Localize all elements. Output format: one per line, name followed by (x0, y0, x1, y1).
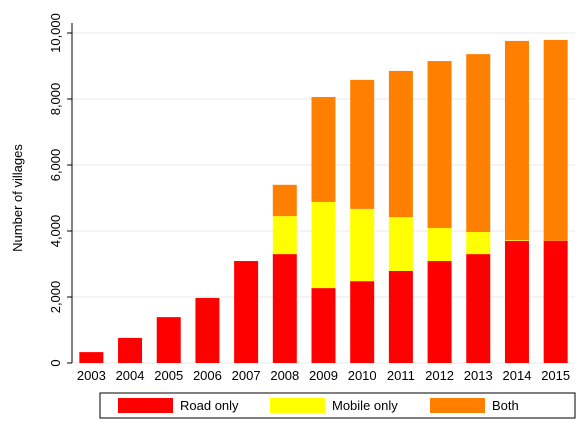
bar-segment (311, 201, 336, 289)
bar-segment (466, 231, 491, 255)
x-tick-label: 2005 (154, 368, 183, 383)
bar-segment (543, 39, 568, 241)
legend-swatch (430, 398, 485, 413)
x-tick-label: 2014 (503, 368, 532, 383)
bar-segment (350, 208, 375, 282)
x-tick-label: 2012 (425, 368, 454, 383)
bar-segment (234, 261, 259, 363)
x-tick-label: 2013 (464, 368, 493, 383)
y-tick-label: 2,000 (48, 281, 63, 314)
bar-segment (350, 281, 375, 363)
y-tick-label: 0 (48, 359, 63, 366)
legend-swatch (118, 398, 173, 413)
bar-segment (311, 97, 336, 202)
x-tick-label: 2010 (348, 368, 377, 383)
bar-segment (504, 240, 529, 241)
bar-segment (466, 254, 491, 363)
x-tick-label: 2004 (116, 368, 145, 383)
bar-segment (272, 216, 297, 255)
x-tick-label: 2008 (270, 368, 299, 383)
bar-segment (311, 288, 336, 363)
bar-segment (350, 79, 375, 209)
legend-label: Both (492, 398, 519, 413)
x-tick-label: 2006 (193, 368, 222, 383)
legend (99, 392, 576, 419)
bar-segment (388, 270, 413, 363)
bar-segment (504, 40, 529, 241)
bar-segment (195, 297, 220, 363)
x-tick-label: 2011 (387, 368, 415, 383)
bar-segment (272, 254, 297, 363)
bar-segment (388, 217, 413, 271)
bar-segment (543, 240, 568, 363)
bar-segment (272, 184, 297, 217)
bar-segment (156, 317, 181, 363)
legend-label: Road only (180, 398, 239, 413)
bar-segment (79, 352, 104, 363)
bar-segment (427, 261, 452, 363)
bar-segment (427, 61, 452, 229)
y-axis-label: Number of villages (10, 144, 25, 252)
legend-label: Mobile only (332, 398, 398, 413)
bar-segment (504, 240, 529, 363)
x-tick-label: 2007 (232, 368, 261, 383)
bar-segment (388, 70, 413, 218)
y-tick-label: 6,000 (48, 149, 63, 182)
x-tick-label: 2015 (541, 368, 570, 383)
x-tick-label: 2009 (309, 368, 338, 383)
x-tick-label: 2003 (77, 368, 106, 383)
y-tick-label: 8,000 (48, 83, 63, 116)
y-tick-label: 10,000 (48, 13, 63, 53)
bar-segment (427, 228, 452, 262)
bar-segment (118, 337, 143, 363)
y-tick-label: 4,000 (48, 215, 63, 248)
legend-swatch (270, 398, 325, 413)
bar-segment (466, 54, 491, 232)
